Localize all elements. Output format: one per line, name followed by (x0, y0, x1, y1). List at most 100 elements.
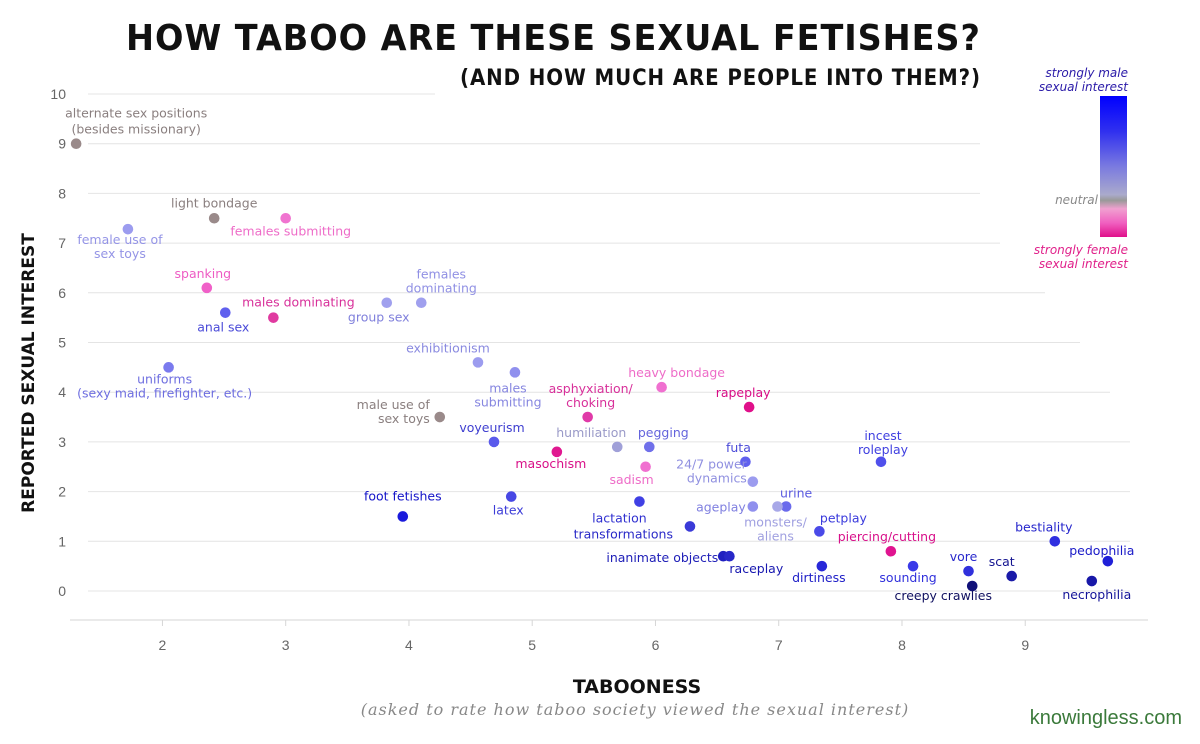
chart-subtitle: (AND HOW MUCH ARE PEOPLE INTO THEM?) (460, 66, 982, 91)
data-point (509, 367, 521, 378)
data-point (163, 362, 174, 373)
data-label: exhibitionism (406, 340, 490, 355)
data-point (611, 441, 623, 453)
data-label: males (489, 380, 527, 395)
data-label: males dominating (242, 295, 355, 310)
data-point (1102, 555, 1114, 567)
data-label: aliens (757, 529, 794, 544)
x-tick-label: 7 (775, 637, 783, 653)
data-label: urine (780, 486, 812, 501)
y-tick-label: 5 (58, 335, 66, 351)
data-point (1006, 570, 1017, 582)
x-tick-label: 4 (405, 637, 413, 653)
data-label: humiliation (556, 425, 626, 440)
x-axis-subtitle: (asked to rate how taboo society viewed … (360, 700, 910, 719)
data-point (780, 501, 792, 512)
y-tick-label: 1 (58, 533, 66, 549)
y-tick-label: 4 (58, 384, 66, 400)
data-point (201, 282, 213, 294)
data-point (415, 297, 427, 309)
data-point (505, 491, 517, 502)
data-label: roleplay (858, 442, 909, 457)
data-point (582, 411, 593, 423)
x-tick-label: 9 (1021, 637, 1029, 653)
data-point (772, 501, 783, 512)
data-label: alternate sex positions (65, 106, 207, 121)
y-tick-label: 2 (58, 484, 66, 500)
data-point (743, 401, 755, 413)
x-tick-label: 6 (652, 637, 660, 653)
axis-ticks: 0 1 2 3 4 5 6 7 8 9 10 2 3 4 5 6 7 8 9 (50, 86, 1029, 653)
legend-female-label: strongly female sexual interest (1033, 243, 1128, 271)
source-credit: knowingless.com (1029, 707, 1182, 729)
data-point (684, 521, 696, 532)
data-point (747, 476, 759, 487)
x-tick-label: 3 (282, 637, 290, 653)
data-label: 24/7 power (676, 457, 748, 472)
data-point (816, 560, 828, 572)
y-tick-label: 0 (58, 583, 66, 599)
data-label: rapeplay (716, 385, 771, 400)
data-label: necrophilia (1062, 587, 1131, 602)
data-label: light bondage (171, 195, 258, 210)
data-label: group sex (348, 310, 410, 325)
y-tick-label: 10 (50, 86, 66, 102)
data-labels: alternate sex positions(besides missiona… (65, 106, 1134, 603)
x-tick-label: 2 (159, 637, 167, 653)
data-label: latex (493, 503, 524, 518)
data-label: futa (726, 440, 751, 455)
data-point (724, 550, 735, 562)
data-point (740, 456, 751, 468)
data-label: inanimate objects (606, 550, 718, 565)
data-point (268, 312, 279, 323)
data-label: monsters/ (744, 515, 808, 530)
data-point (966, 580, 978, 592)
data-point (1049, 536, 1061, 547)
y-tick-label: 7 (58, 235, 66, 251)
data-point (814, 526, 825, 537)
data-label: masochism (515, 456, 586, 471)
data-label: transformations (574, 526, 673, 541)
data-label: female use of (77, 232, 163, 247)
data-label: choking (566, 395, 615, 410)
data-label: lactation (592, 511, 647, 526)
data-point (70, 138, 82, 149)
data-point (656, 381, 667, 393)
y-tick-label: 8 (58, 185, 66, 201)
data-label: incest (864, 428, 901, 443)
data-points (70, 138, 1114, 592)
data-label: dirtiness (792, 570, 846, 585)
data-point (381, 297, 393, 309)
data-point (472, 357, 484, 368)
data-label: pegging (638, 425, 689, 440)
data-point (634, 496, 645, 507)
data-point (434, 411, 446, 423)
data-point (747, 501, 759, 512)
data-point (397, 511, 409, 522)
data-label: anal sex (197, 320, 249, 335)
data-label: raceplay (729, 561, 783, 576)
data-label: (sexy maid, firefighter, etc.) (77, 385, 252, 400)
data-label: females submitting (230, 223, 351, 238)
data-label: submitting (474, 394, 541, 409)
data-label: sadism (609, 472, 653, 487)
data-label: sex toys (94, 246, 146, 261)
x-tick-label: 5 (528, 637, 536, 653)
data-label: asphyxiation/ (549, 381, 634, 396)
y-tick-label: 3 (58, 434, 66, 450)
data-point (488, 436, 500, 448)
data-label: sex toys (378, 411, 430, 426)
data-label: piercing/cutting (838, 529, 936, 544)
data-point (280, 212, 291, 224)
data-point (208, 212, 220, 224)
data-label: creepy crawlies (894, 588, 991, 603)
y-tick-label: 6 (58, 285, 66, 301)
data-point (1086, 575, 1098, 587)
x-tick-label: 8 (898, 637, 906, 653)
legend-neutral-label: neutral (1055, 193, 1098, 207)
data-point (640, 461, 651, 473)
data-label: (besides missionary) (71, 122, 200, 137)
data-label: foot fetishes (364, 488, 442, 503)
data-label: heavy bondage (628, 365, 725, 380)
